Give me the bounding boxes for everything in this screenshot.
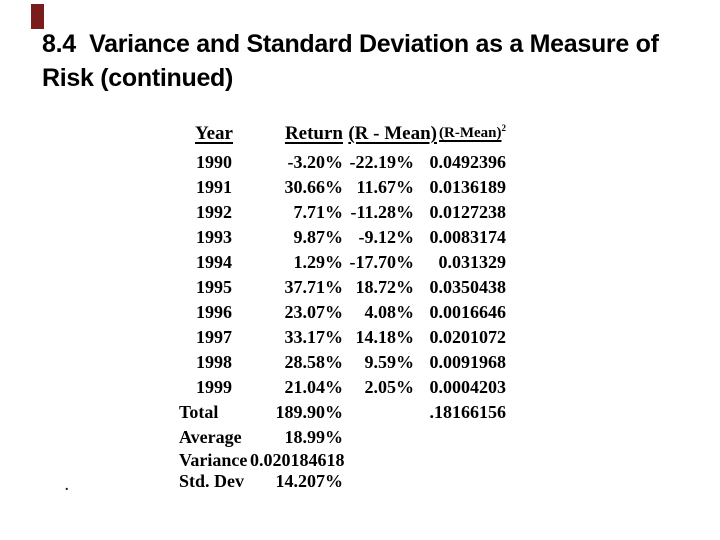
cell-r-minus-mean-squared: 0.0201072: [429, 327, 507, 347]
header-r-minus-mean-squared-label: (R-Mean): [439, 125, 502, 141]
cell-return: 0.020184618: [250, 450, 345, 470]
cell-r-minus-mean: 2.05%: [364, 377, 415, 397]
table-row: Std. Dev 14.207%: [178, 469, 523, 494]
accent-bar: [31, 4, 44, 29]
table-row: 1997 33.17% 14.18% 0.0201072: [178, 325, 523, 350]
header-squared-exponent: 2: [501, 123, 507, 133]
cell-year: Variance: [179, 450, 248, 470]
cell-year: 1994: [196, 252, 232, 272]
cell-r-minus-mean-squared: 0.0127238: [429, 202, 507, 222]
cell-r-minus-mean-squared: .18166156: [429, 402, 507, 422]
cell-r-minus-mean: 18.72%: [355, 277, 415, 297]
cell-year: Std. Dev: [179, 471, 245, 491]
cell-r-minus-mean: -22.19%: [349, 152, 415, 172]
cell-r-minus-mean-squared: 0.0350438: [429, 277, 507, 297]
cell-year: 1996: [196, 302, 232, 322]
cell-r-minus-mean: -9.12%: [358, 227, 415, 247]
table-row: 1998 28.58% 9.59% 0.0091968: [178, 350, 523, 375]
header-r-minus-mean-label: (R - Mean): [348, 123, 437, 144]
cell-year: 1997: [196, 327, 232, 347]
cell-return: 189.90%: [275, 402, 344, 422]
table-header-row: Year Return (R - Mean) (R-Mean)2: [178, 122, 523, 150]
header-return-label: Return: [284, 123, 343, 144]
table-row: 1999 21.04% 2.05% 0.0004203: [178, 375, 523, 400]
cell-return: 23.07%: [284, 302, 344, 322]
cell-return: 28.58%: [284, 352, 344, 372]
cell-r-minus-mean-squared: 0.0004203: [429, 377, 507, 397]
table-row: 1992 7.71% -11.28% 0.0127238: [178, 200, 523, 225]
cell-r-minus-mean-squared: 0.0091968: [429, 352, 507, 372]
table-row: Variance 0.020184618: [178, 448, 523, 470]
cell-return: 14.207%: [275, 471, 344, 491]
cell-return: 9.87%: [293, 227, 344, 247]
header-r-minus-mean-squared: (R-Mean)2: [414, 122, 510, 145]
cell-r-minus-mean-squared: 0.031329: [438, 252, 507, 272]
table-row: 1994 1.29% -17.70% 0.031329: [178, 250, 523, 275]
header-return: Return: [250, 122, 346, 145]
cell-return: 1.29%: [293, 252, 344, 272]
slide-title: 8.4 Variance and Standard Deviation as a…: [42, 27, 692, 95]
cell-r-minus-mean-squared: 0.0083174: [429, 227, 507, 247]
risk-table: Year Return (R - Mean) (R-Mean)2 1990 -3…: [178, 122, 523, 494]
cell-r-minus-mean: -11.28%: [350, 202, 414, 222]
cell-year: 1992: [196, 202, 232, 222]
cell-return: 18.99%: [284, 427, 344, 447]
table-row: 1995 37.71% 18.72% 0.0350438: [178, 275, 523, 300]
table-body: 1990 -3.20% -22.19% 0.0492396 1991 30.66…: [178, 150, 523, 494]
cell-year: 1993: [196, 227, 232, 247]
cell-r-minus-mean-squared: 0.0492396: [429, 152, 507, 172]
table-row: 1993 9.87% -9.12% 0.0083174: [178, 225, 523, 250]
cell-year: 1991: [196, 177, 232, 197]
table-row: 1991 30.66% 11.67% 0.0136189: [178, 175, 523, 200]
stray-period-mark: .: [65, 479, 69, 494]
table-row: Average 18.99%: [178, 425, 523, 448]
cell-r-minus-mean: 11.67%: [356, 177, 414, 197]
header-year: Year: [178, 122, 250, 145]
cell-r-minus-mean: -17.70%: [349, 252, 415, 272]
table-row: 1990 -3.20% -22.19% 0.0492396: [178, 150, 523, 175]
cell-year: Average: [179, 427, 242, 447]
cell-return: 33.17%: [284, 327, 344, 347]
title-line-2: Risk (continued): [42, 64, 234, 92]
cell-return: -3.20%: [287, 152, 344, 172]
cell-r-minus-mean-squared: 0.0016646: [429, 302, 507, 322]
cell-return: 7.71%: [293, 202, 344, 222]
header-r-minus-mean: (R - Mean): [346, 122, 437, 145]
cell-year: Total: [179, 402, 219, 422]
title-line-1: 8.4 Variance and Standard Deviation as a…: [42, 30, 659, 58]
cell-return: 37.71%: [284, 277, 344, 297]
cell-year: 1995: [196, 277, 232, 297]
cell-year: 1990: [196, 152, 232, 172]
table-row: 1996 23.07% 4.08% 0.0016646: [178, 300, 523, 325]
cell-return: 30.66%: [284, 177, 344, 197]
cell-r-minus-mean: 9.59%: [364, 352, 415, 372]
cell-return: 21.04%: [284, 377, 344, 397]
header-year-label: Year: [195, 123, 233, 144]
cell-r-minus-mean-squared: 0.0136189: [429, 177, 507, 197]
table-row: Total 189.90% .18166156: [178, 400, 523, 425]
cell-r-minus-mean: 14.18%: [355, 327, 415, 347]
cell-year: 1999: [196, 377, 232, 397]
cell-r-minus-mean: 4.08%: [364, 302, 415, 322]
cell-year: 1998: [196, 352, 232, 372]
